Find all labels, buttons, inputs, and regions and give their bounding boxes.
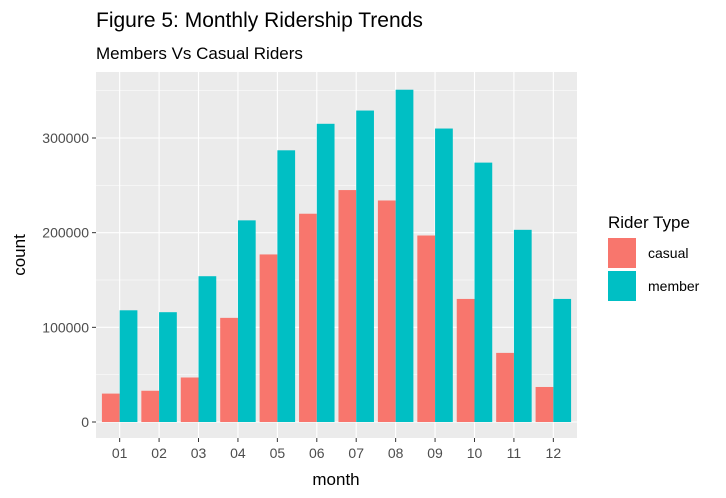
legend-key-casual — [608, 238, 636, 268]
bar-member-09 — [435, 128, 453, 423]
legend-label-casual: casual — [648, 245, 688, 261]
bar-casual-09 — [417, 235, 436, 422]
bar-casual-06 — [299, 213, 317, 422]
bar-casual-02 — [141, 390, 160, 422]
x-axis-title: month — [312, 470, 359, 489]
bar-member-07 — [356, 110, 374, 423]
x-tick-label: 11 — [507, 445, 522, 461]
bar-casual-01 — [101, 393, 120, 422]
chart-title: Figure 5: Monthly Ridership Trends — [96, 9, 423, 32]
x-tick-label: 10 — [467, 445, 483, 461]
x-tick-label: 08 — [388, 445, 404, 461]
bar-member-10 — [474, 162, 493, 422]
legend-title: Rider Type — [608, 213, 690, 232]
bar-casual-07 — [338, 190, 357, 422]
bar-member-08 — [395, 89, 414, 422]
y-tick-label: 300000 — [42, 130, 89, 146]
x-tick-label: 04 — [230, 445, 246, 461]
bar-casual-04 — [220, 317, 238, 422]
chart-subtitle: Members Vs Casual Riders — [96, 44, 303, 63]
x-tick-label: 01 — [112, 445, 128, 461]
bar-member-05 — [277, 150, 296, 422]
legend-items: casual member — [608, 238, 700, 301]
x-tick-label: 03 — [191, 445, 207, 461]
legend: Rider Type casual member — [608, 213, 700, 301]
legend-key-member — [608, 271, 636, 301]
y-tick-label: 100000 — [42, 319, 89, 335]
bar-member-06 — [316, 123, 335, 423]
bar-casual-10 — [456, 298, 475, 422]
bar-member-03 — [198, 276, 217, 422]
x-tick-label: 02 — [151, 445, 167, 461]
x-tick-label: 09 — [427, 445, 443, 461]
y-axis-title: count — [10, 234, 29, 276]
x-tick-label: 07 — [348, 445, 364, 461]
legend-label-member: member — [648, 278, 700, 294]
bar-member-01 — [119, 310, 138, 422]
x-axis: 01 02 03 04 05 06 07 08 09 10 11 12 — [112, 438, 561, 461]
y-tick-label: 200000 — [42, 225, 89, 241]
x-tick-label: 12 — [546, 445, 562, 461]
bar-casual-05 — [259, 254, 278, 422]
bar-member-02 — [159, 312, 177, 422]
bar-casual-03 — [180, 377, 199, 422]
bar-member-04 — [237, 220, 256, 422]
bar-casual-12 — [535, 386, 554, 422]
bar-casual-11 — [496, 352, 514, 422]
x-tick-label: 06 — [309, 445, 325, 461]
bar-casual-08 — [377, 200, 396, 422]
x-tick-label: 05 — [270, 445, 286, 461]
bar-member-11 — [513, 229, 532, 422]
bar-member-12 — [553, 298, 572, 422]
y-tick-label: 0 — [81, 414, 89, 430]
y-axis: 0 100000 200000 300000 — [42, 130, 96, 430]
bars — [101, 89, 572, 423]
